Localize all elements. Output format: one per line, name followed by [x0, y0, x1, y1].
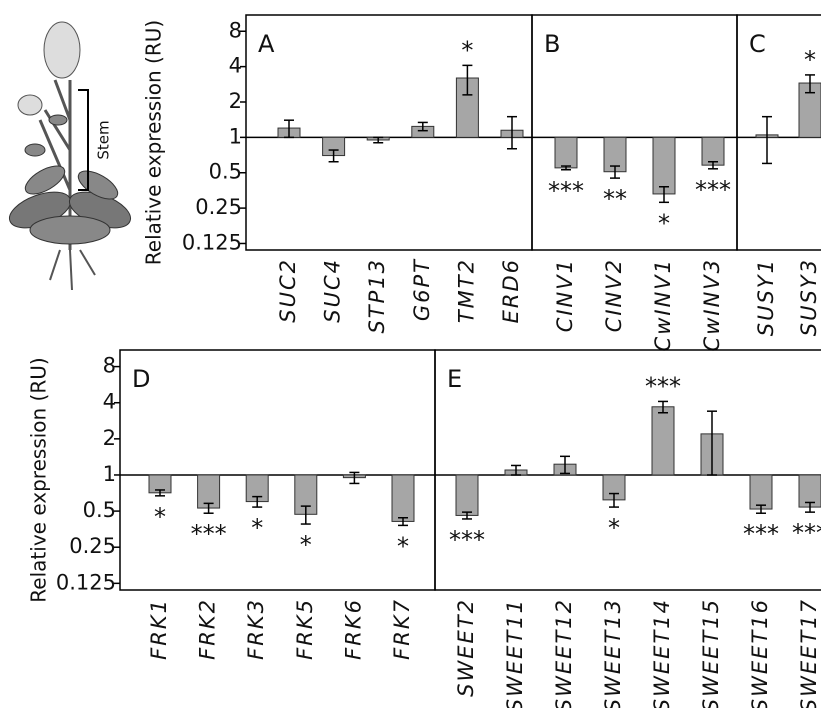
y-axis-label: Relative expression (RU) [27, 357, 51, 602]
x-tick-label: SUC2 [276, 258, 300, 323]
x-tick-label: SWEET11 [503, 598, 527, 708]
x-tick-label: SWEET14 [650, 598, 674, 708]
x-tick-label: FRK6 [341, 598, 365, 660]
significance: * [461, 36, 473, 64]
x-tick-label: CwINV1 [651, 258, 675, 351]
x-tick-label: FRK1 [147, 598, 171, 660]
stem-label: Stem [95, 120, 113, 159]
y-tick-label: 1 [103, 462, 116, 486]
bar [554, 136, 578, 169]
significance: * [154, 503, 166, 531]
bar [701, 136, 725, 166]
panel-frame [531, 14, 738, 251]
y-tick-label: 0.25 [195, 195, 242, 219]
y-tick-label: 2 [229, 89, 242, 113]
significance: * [804, 46, 816, 74]
significance: ** [603, 185, 627, 213]
bar [391, 474, 415, 522]
panel-label: A [258, 30, 275, 58]
significance: *** [191, 520, 227, 548]
panel-frame [434, 349, 821, 591]
bar [652, 136, 676, 195]
bar [749, 474, 773, 510]
bar [455, 474, 479, 516]
significance: * [397, 532, 409, 560]
panel-label: C [749, 30, 766, 58]
significance: * [608, 514, 620, 542]
x-tick-label: SWEET2 [454, 598, 478, 697]
significance: * [300, 531, 312, 559]
y-tick-label: 8 [103, 354, 116, 378]
x-tick-label: CwINV3 [700, 258, 724, 351]
y-tick-label: 8 [229, 18, 242, 42]
x-tick-label: ERD6 [499, 258, 523, 323]
x-tick-label: FRK7 [390, 598, 414, 660]
panel-frame [119, 349, 436, 591]
x-tick-label: FRK3 [244, 598, 268, 660]
x-tick-label: SUSY3 [797, 258, 821, 336]
panel-label: D [132, 365, 150, 393]
plant-illustration: Stem [8, 21, 132, 291]
x-tick-label: SUC4 [321, 258, 345, 323]
significance: *** [645, 372, 681, 400]
significance: *** [449, 526, 485, 554]
y-axis-label: Relative expression (RU) [142, 20, 166, 265]
x-tick-label: FRK2 [196, 598, 220, 660]
y-tick-label: 2 [103, 426, 116, 450]
x-tick-label: TMT2 [454, 258, 478, 323]
significance: * [251, 514, 263, 542]
y-tick-label: 0.125 [56, 570, 116, 594]
x-tick-label: G6PT [410, 258, 434, 321]
significance: *** [792, 519, 821, 547]
panel-label: E [447, 365, 462, 393]
x-tick-label: SWEET13 [601, 598, 625, 708]
x-tick-label: SWEET12 [552, 598, 576, 708]
significance: * [658, 209, 670, 237]
x-tick-label: STP13 [365, 258, 389, 334]
x-tick-label: SWEET15 [699, 598, 723, 708]
bar [651, 406, 675, 476]
panel-label: B [544, 30, 560, 58]
y-tick-label: 0.5 [209, 160, 242, 184]
significance: *** [548, 177, 584, 205]
y-tick-label: 4 [103, 390, 116, 414]
x-tick-label: CINV1 [553, 258, 577, 332]
significance: *** [743, 520, 779, 548]
y-tick-label: 4 [229, 54, 242, 78]
significance: *** [695, 176, 731, 204]
y-tick-label: 1 [229, 124, 242, 148]
panel-frame [736, 14, 821, 251]
y-tick-label: 0.125 [182, 230, 242, 254]
x-tick-label: FRK5 [293, 598, 317, 660]
x-tick-label: SWEET17 [797, 598, 821, 708]
x-tick-label: CINV2 [602, 258, 626, 332]
y-tick-label: 0.25 [69, 534, 116, 558]
x-tick-label: SUSY1 [754, 258, 778, 336]
x-tick-label: SWEET16 [748, 598, 772, 708]
y-tick-label: 0.5 [83, 498, 116, 522]
